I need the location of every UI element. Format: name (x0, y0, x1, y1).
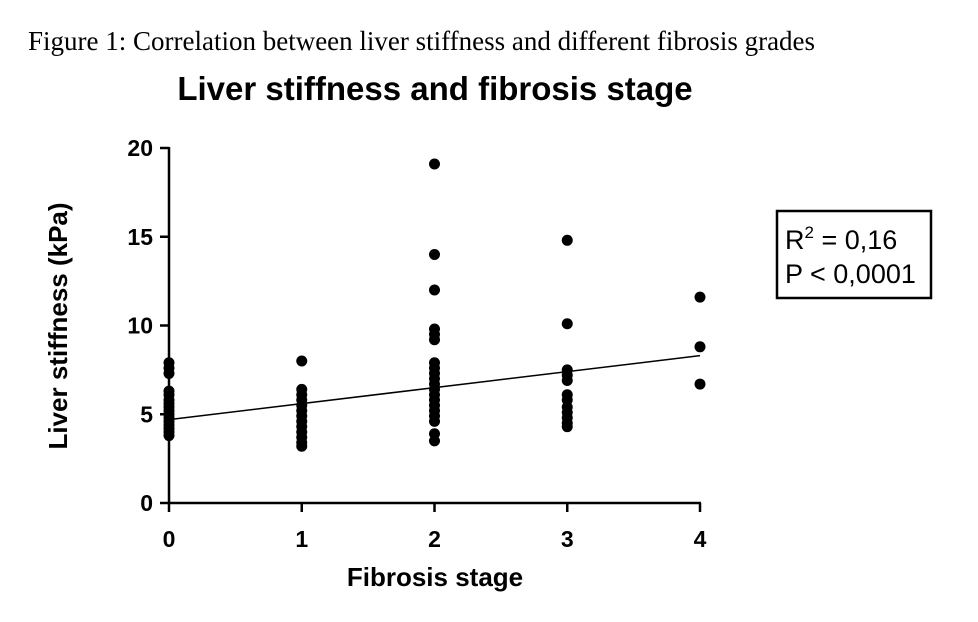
x-tick-label: 3 (561, 526, 574, 552)
y-tick-label: 20 (127, 135, 153, 161)
stats-box: R2 = 0,16 P < 0,0001 (775, 209, 933, 300)
data-point (429, 334, 440, 346)
data-points (163, 158, 706, 452)
regression-line (168, 354, 701, 421)
r-superscript: 2 (805, 223, 814, 242)
tick-group: 0 5 10 15 20 0 1 2 3 4 (127, 135, 706, 552)
data-point (296, 440, 308, 452)
x-axis-label: Fibrosis stage (347, 562, 523, 592)
r-value: = 0,16 (814, 225, 897, 255)
y-tick-label: 15 (127, 224, 153, 250)
data-point (561, 234, 573, 246)
y-axis-label: Liver stiffness (kPa) (43, 202, 73, 449)
data-point (429, 415, 440, 427)
stats-box-border (775, 209, 933, 300)
x-tick-label: 4 (694, 526, 707, 552)
data-point (163, 367, 175, 379)
data-point (561, 318, 573, 330)
data-point (561, 421, 573, 433)
data-point (163, 430, 175, 442)
r-prefix: R (785, 225, 805, 255)
chart-title: Liver stiffness and fibrosis stage (177, 70, 692, 107)
figure-caption: Figure 1: Correlation between liver stif… (28, 26, 816, 56)
data-point (561, 375, 573, 387)
data-point (694, 291, 706, 303)
y-tick-label: 10 (127, 313, 153, 339)
data-point (429, 435, 440, 447)
data-point (429, 249, 440, 260)
y-tick-label: 0 (140, 490, 153, 516)
p-value-text: P < 0,0001 (785, 259, 916, 289)
data-point (296, 355, 308, 367)
x-tick-label: 1 (295, 526, 308, 552)
x-tick-label: 2 (428, 526, 441, 552)
r-squared-text: R2 = 0,16 (785, 223, 897, 255)
x-tick-label: 0 (163, 526, 176, 552)
data-point (429, 284, 440, 296)
data-point (429, 158, 440, 170)
data-point (694, 378, 706, 390)
data-point (694, 341, 706, 353)
y-tick-label: 5 (140, 401, 153, 427)
